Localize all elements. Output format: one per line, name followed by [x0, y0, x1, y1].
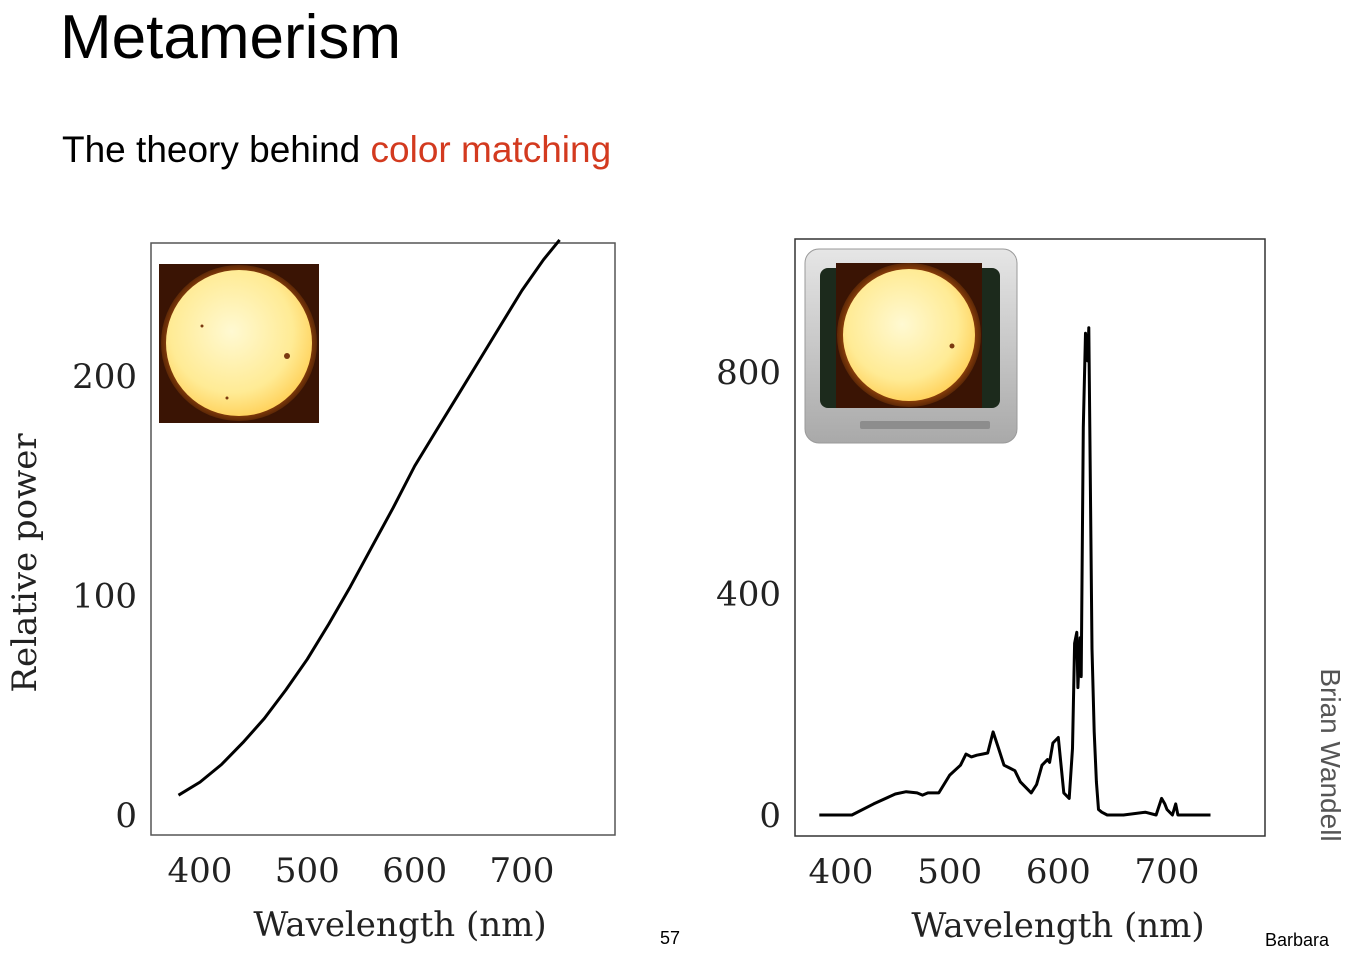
x-tick-label: 400: [168, 851, 233, 891]
x-axis-label: Wavelength (nm): [253, 905, 546, 945]
x-axis-label: Wavelength (nm): [911, 906, 1204, 946]
y-tick-label: 400: [716, 575, 781, 615]
series-line-sun: [177, 238, 561, 797]
chart-right-plot: 400 500 600 700 0 400 800 Wavelength (nm): [716, 326, 1211, 946]
x-tick-label: 500: [917, 852, 982, 892]
chart-left: 400 500 600 700 0 100 200 Wavelength (nm) Relati…: [5, 238, 616, 945]
x-tick-label: 600: [382, 851, 447, 891]
subtitle-highlight: color matching: [370, 129, 612, 170]
x-tick-label: 700: [1135, 852, 1200, 892]
chart-right-frame: [794, 238, 1266, 837]
slide-subtitle: The theory behind color matching: [62, 128, 611, 172]
y-tick-label: 0: [115, 796, 137, 836]
y-tick-label: 0: [759, 796, 781, 836]
sun-disk: [166, 270, 312, 416]
chart-right: 400 500 600 700 0 400 800 Wavelength (nm): [716, 238, 1266, 946]
slide-title: Metamerism: [60, 3, 402, 72]
credit-text: Brian Wandell: [1315, 668, 1346, 842]
tv-image: [804, 248, 1018, 444]
sunspot: [284, 353, 290, 359]
y-tick-label: 800: [716, 353, 781, 393]
chart-left-frame: [150, 242, 616, 836]
sunspot: [949, 343, 955, 349]
x-tick-label: 400: [809, 852, 874, 892]
sun-image: [159, 264, 319, 423]
x-tick-label: 600: [1026, 852, 1091, 892]
y-tick-label: 200: [72, 357, 137, 397]
x-tick-label: 700: [490, 851, 555, 891]
tv-controls: [860, 421, 990, 429]
footer-left-cutoff: [14, 936, 110, 944]
y-axis-label: Relative power: [5, 433, 45, 693]
page-number: 57: [660, 928, 681, 948]
footer-right-text: Barbara: [1265, 930, 1330, 950]
x-tick-label: 500: [275, 851, 340, 891]
sunspot: [225, 396, 229, 400]
series-line-tv: [819, 326, 1211, 817]
chart-left-plot: 400 500 600 700 0 100 200 Wavelength (nm) Relati…: [5, 238, 561, 945]
sunspot: [200, 324, 204, 328]
tv-sun-disk: [843, 269, 975, 401]
y-tick-label: 100: [72, 577, 137, 617]
subtitle-prefix: The theory behind: [62, 129, 371, 170]
